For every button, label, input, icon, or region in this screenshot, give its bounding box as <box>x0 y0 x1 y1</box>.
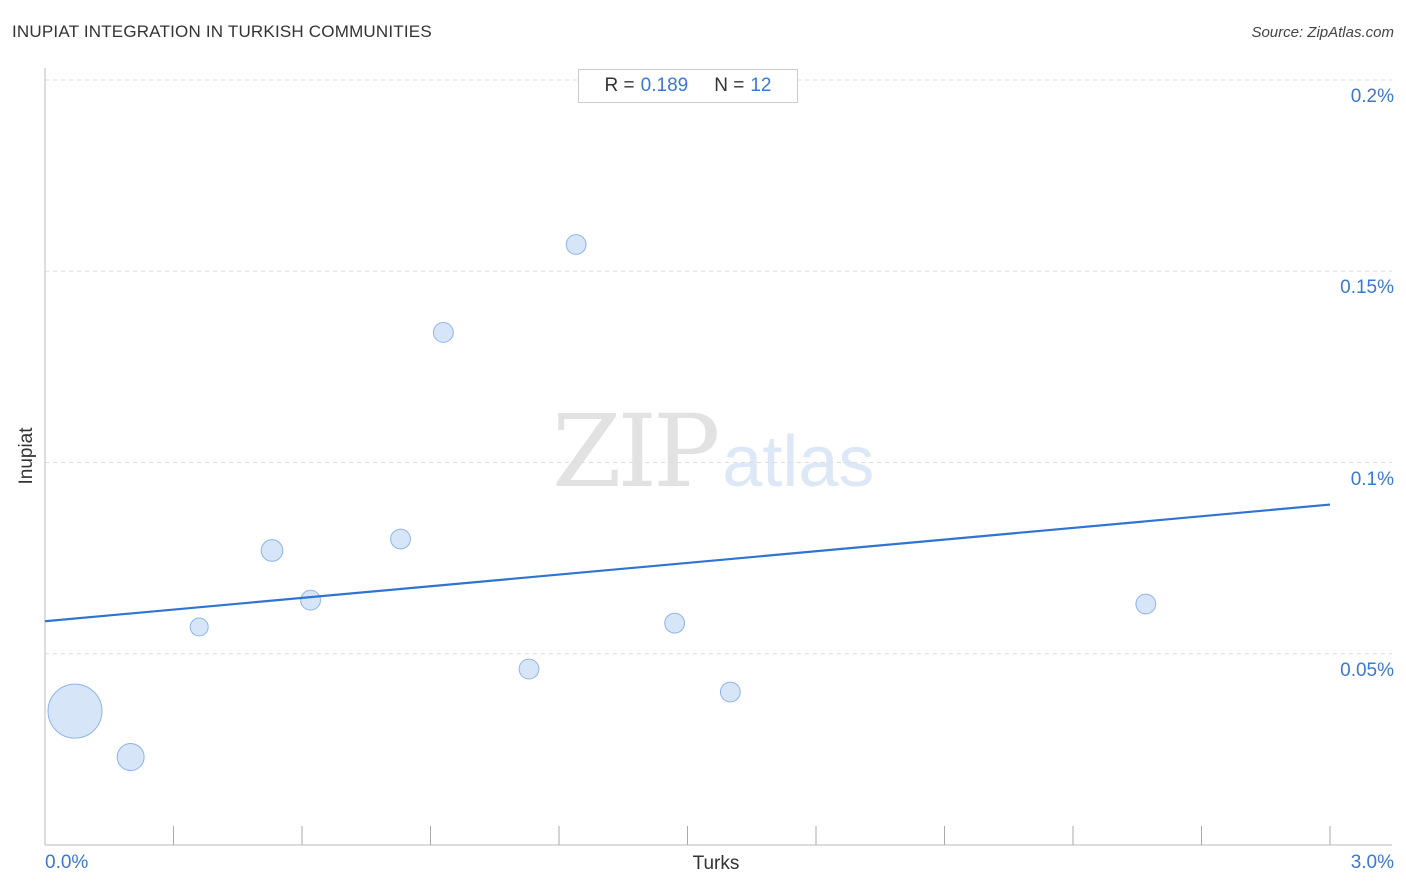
data-point <box>719 681 741 703</box>
x-tick-label-min: 0.0% <box>45 852 89 873</box>
data-point <box>300 589 321 611</box>
r-value: 0.189 <box>640 75 689 96</box>
n-label: N = <box>714 75 745 96</box>
data-point <box>116 743 145 772</box>
data-point <box>565 234 587 255</box>
y-axis-label: Inupiat <box>16 427 37 485</box>
y-tick-label: 0.05% <box>1340 659 1394 681</box>
chart-title: INUPIAT INTEGRATION IN TURKISH COMMUNITI… <box>12 22 432 41</box>
data-point <box>664 612 686 634</box>
source-credit: Source: ZipAtlas.com <box>1251 24 1394 41</box>
x-tick-label-max: 3.0% <box>1350 852 1394 873</box>
data-point <box>518 658 540 680</box>
x-axis-label: Turks <box>692 853 740 874</box>
data-point <box>47 683 103 739</box>
data-point <box>432 322 454 343</box>
correlation-stats-box: R = 0.189 N = 12 <box>578 69 798 103</box>
trend-line <box>44 503 1331 623</box>
y-tick-label: 0.1% <box>1350 468 1394 490</box>
n-value: 12 <box>750 75 772 96</box>
data-point <box>390 528 411 550</box>
data-point <box>1135 593 1157 615</box>
y-tick-label: 0.2% <box>1350 86 1394 107</box>
y-tick-label: 0.15% <box>1340 277 1394 299</box>
data-point <box>260 539 284 562</box>
data-point <box>189 617 209 637</box>
r-label: R = <box>604 75 635 96</box>
